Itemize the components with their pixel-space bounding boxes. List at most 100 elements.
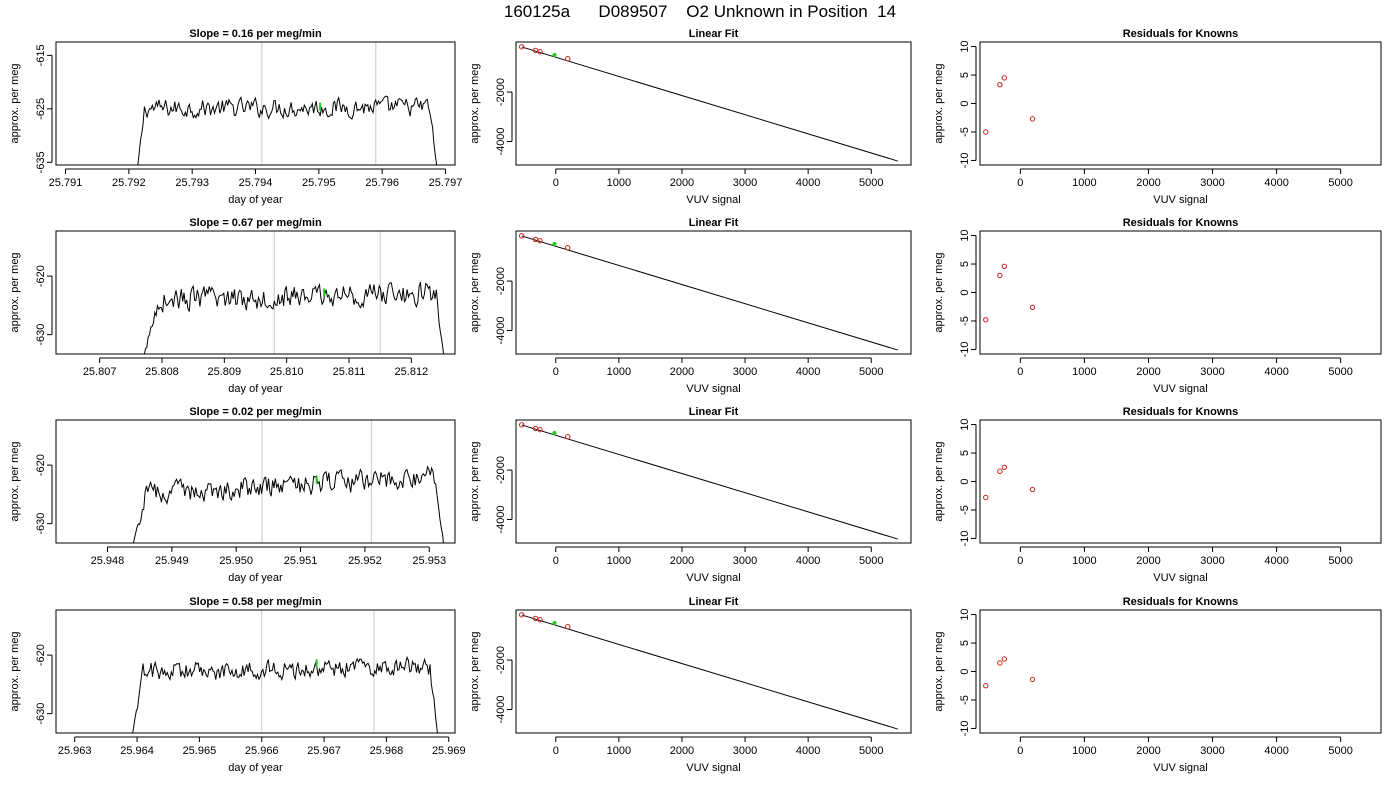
- x-axis: 0 1000 2000 3000 4000 5000 VUV signal: [1017, 546, 1353, 584]
- known-point: [518, 233, 525, 239]
- plot-area: [137, 42, 438, 165]
- known-point: [518, 422, 525, 428]
- x-axis: 0 1000 2000 3000 4000 5000 VUV signal: [1017, 168, 1353, 206]
- panel-title: Slope = 0.02 per meg/min: [189, 406, 322, 418]
- y-tick-label: -2000: [495, 78, 507, 106]
- x-tick-label: 25.967: [307, 745, 341, 757]
- x-tick-label: 5000: [1328, 177, 1352, 189]
- y-axis-label: approx. per meg: [933, 63, 945, 143]
- plot-area: [983, 263, 1036, 323]
- plot-area: [518, 612, 898, 730]
- y-axis: -10 -5 0 5 10 approx. per meg: [933, 608, 977, 736]
- x-axis-label: VUV signal: [686, 194, 740, 206]
- x-tick-label: 5000: [1328, 555, 1352, 567]
- x-axis: 0 1000 2000 3000 4000 5000 VUV signal: [1017, 736, 1353, 774]
- panel-1-1: Linear Fit 0 1000 2000 3000 4000 5000 VUV signa…: [469, 217, 912, 395]
- fit-line: [521, 424, 898, 540]
- plot-frame: [979, 230, 1382, 355]
- y-tick-label: -10: [959, 341, 971, 357]
- plot-frame: [979, 609, 1382, 734]
- y-tick-label: 0: [959, 289, 971, 295]
- y-tick-label: 10: [959, 418, 971, 430]
- y-axis: -630 -620 approx. per meg: [9, 441, 53, 535]
- plot-area: [132, 610, 438, 733]
- plot-area: [132, 420, 444, 543]
- x-tick-label: 1000: [607, 177, 631, 189]
- panel-2-1: Linear Fit 0 1000 2000 3000 4000 5000 VUV signa…: [469, 406, 912, 584]
- known-point: [997, 468, 1003, 474]
- y-tick-label: -10: [959, 720, 971, 736]
- plot-frame: [515, 419, 912, 544]
- known-point: [1001, 263, 1008, 270]
- y-tick-label: -10: [959, 530, 971, 546]
- y-tick-label: -4000: [495, 127, 507, 155]
- y-axis: -4000 -2000 approx. per meg: [469, 631, 513, 724]
- x-tick-label: 4000: [1264, 555, 1288, 567]
- x-tick-label: 2000: [670, 555, 694, 567]
- y-axis-label: approx. per meg: [9, 631, 21, 711]
- panel-title: Linear Fit: [689, 28, 739, 40]
- x-tick-label: 25.794: [239, 177, 273, 189]
- known-point: [983, 683, 989, 689]
- y-tick-label: -2000: [495, 267, 507, 295]
- y-axis: -630 -620 approx. per meg: [9, 631, 53, 725]
- x-tick-label: 25.964: [120, 745, 154, 757]
- signal-trace: [143, 281, 445, 354]
- y-tick-label: -625: [35, 98, 47, 120]
- x-tick-label: 3000: [1200, 366, 1224, 378]
- x-tick-label: 25.963: [58, 745, 92, 757]
- x-tick-label: 25.807: [83, 366, 117, 378]
- y-tick-label: 10: [959, 40, 971, 52]
- signal-trace: [137, 95, 438, 165]
- y-axis-label: approx. per meg: [933, 631, 945, 711]
- x-tick-label: 4000: [1264, 745, 1288, 757]
- panel-title: Residuals for Knowns: [1123, 28, 1239, 40]
- unknown-point: [552, 430, 557, 436]
- x-tick-label: 25.808: [145, 366, 179, 378]
- plot-frame: [515, 230, 912, 355]
- y-axis: -10 -5 0 5 10 approx. per meg: [933, 40, 977, 168]
- x-tick-label: 25.965: [183, 745, 217, 757]
- x-tick-label: 25.969: [432, 745, 466, 757]
- panel-title: Slope = 0.16 per meg/min: [189, 28, 322, 40]
- x-tick-label: 5000: [859, 177, 883, 189]
- x-axis: 0 1000 2000 3000 4000 5000 VUV signal: [553, 736, 883, 774]
- x-tick-label: 1000: [1072, 745, 1096, 757]
- known-point: [983, 494, 989, 501]
- known-point: [537, 616, 543, 623]
- x-tick-label: 1000: [1072, 555, 1096, 567]
- panel-title: Slope = 0.58 per meg/min: [189, 596, 322, 608]
- known-point: [1029, 304, 1036, 311]
- x-tick-label: 25.950: [219, 555, 253, 567]
- x-axis: 0 1000 2000 3000 4000 5000 VUV signal: [1017, 357, 1353, 395]
- panel-3-0: Slope = 0.58 per meg/min 25.963 25.964 25.9…: [9, 596, 466, 774]
- x-tick-label: 5000: [1328, 745, 1352, 757]
- unknown-point: [552, 52, 557, 58]
- known-point: [1001, 656, 1008, 662]
- x-tick-label: 0: [1017, 555, 1023, 567]
- plot-area: [983, 464, 1036, 501]
- x-axis: 25.791 25.792 25.793 25.794 25.795 25.796 25.7…: [49, 168, 462, 206]
- x-tick-label: 0: [553, 366, 559, 378]
- x-tick-label: 0: [1017, 177, 1023, 189]
- x-tick-label: 2000: [670, 745, 694, 757]
- plot-frame: [515, 41, 912, 166]
- known-point: [537, 426, 543, 433]
- figure-title: 160125a D089507 O2 Unknown in Position 1…: [503, 2, 897, 21]
- x-axis-label: VUV signal: [686, 383, 740, 395]
- x-axis-label: VUV signal: [1153, 383, 1207, 395]
- y-tick-label: -5: [959, 316, 971, 326]
- x-tick-label: 2000: [670, 366, 694, 378]
- x-tick-label: 0: [553, 555, 559, 567]
- x-axis: 0 1000 2000 3000 4000 5000 VUV signal: [553, 357, 883, 395]
- x-axis: 25.963 25.964 25.965 25.966 25.967 25.968 25.9…: [58, 736, 466, 774]
- x-tick-label: 2000: [1136, 366, 1160, 378]
- x-tick-label: 4000: [796, 745, 820, 757]
- y-tick-label: -615: [35, 44, 47, 66]
- y-tick-label: 5: [959, 261, 971, 267]
